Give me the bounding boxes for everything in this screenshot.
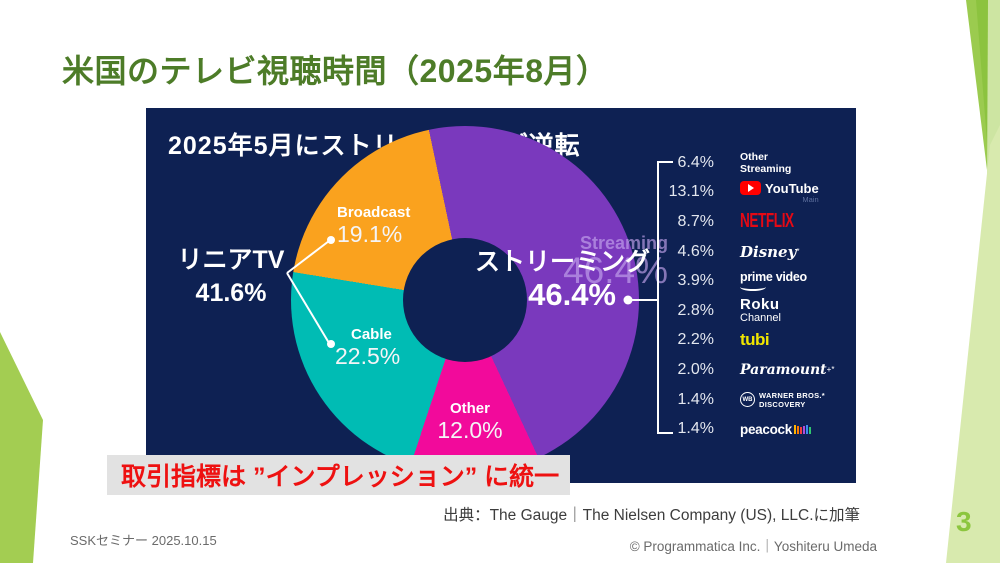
right-edge-sliver — [985, 0, 1000, 563]
streaming-en-pct: 46.4% — [563, 250, 668, 291]
linear-tv-pct: 41.6% — [195, 278, 267, 307]
roku-channel-logo: Roku Channel — [740, 297, 781, 324]
linear-tv-label: リニアTV 41.6% — [152, 244, 310, 309]
list-item: 1.4% WB WARNER BROS.* DISCOVERY — [652, 385, 834, 415]
other-streaming-line1: Other — [740, 150, 769, 163]
bottom-left-wedge — [0, 332, 43, 563]
streaming-breakdown-list: 6.4% Other Streaming 13.1% YouTube — [652, 148, 835, 444]
other-streaming-logo: Other Streaming — [740, 151, 791, 175]
disney-wordmark: Disney — [740, 242, 797, 261]
netflix-wordmark: NETFLIX — [740, 210, 794, 232]
chart-panel: 2025年5月にストリーミングが逆転 Broadcast 19.1% Cable… — [146, 108, 856, 483]
tubi-wordmark: tubi — [740, 330, 770, 350]
bottom-right-wedge — [946, 125, 1000, 563]
service-pct: 13.1% — [668, 183, 714, 201]
top-right-wedge — [966, 0, 1000, 170]
youtube-main-tag: Main — [802, 195, 819, 205]
wb-shield-icon: WB — [740, 392, 755, 408]
service-pct: 2.0% — [677, 360, 714, 378]
other-streaming-line2: Streaming — [740, 162, 792, 175]
service-pct: 4.6% — [677, 242, 714, 260]
wbd-line1: WARNER BROS.* — [759, 390, 825, 400]
broadcast-name: Broadcast — [337, 204, 411, 221]
prime-smile-icon — [740, 283, 766, 292]
callout-text: 取引指標は ”インプレッション” に統一 — [121, 463, 560, 491]
page-title: 米国のテレビ視聴時間（2025年8月） — [62, 53, 609, 89]
service-pct: 8.7% — [677, 212, 714, 230]
list-item: 3.9% prime video — [652, 266, 834, 296]
youtube-wordmark: YouTube — [765, 180, 819, 196]
peacock-wordmark: peacock — [740, 421, 792, 437]
footer-copyright: © Programmatica Inc.｜Yoshiteru Umeda — [629, 539, 877, 554]
service-pct: 3.9% — [677, 272, 714, 290]
list-item: 2.0% Paramount +* — [652, 355, 835, 385]
footer-seminar: SSKセミナー 2025.10.15 — [70, 533, 217, 548]
list-item: 2.2% tubi — [652, 326, 834, 356]
linear-tv-name: リニアTV — [177, 246, 285, 274]
peacock-feather-icon — [793, 424, 811, 434]
prime-video-logo: prime video — [740, 271, 807, 292]
youtube-play-icon — [740, 181, 761, 196]
streaming-ja-name: ストリーミング — [474, 248, 650, 276]
list-item: 2.8% Roku Channel — [652, 296, 834, 326]
streaming-label-ja: ストリーミング 46.4% — [450, 248, 650, 312]
streaming-en-name: Streaming — [579, 233, 668, 253]
other-name: Other — [449, 400, 490, 417]
callout-banner: 取引指標は ”インプレッション” に統一 — [107, 455, 570, 495]
disney-logo: Disney * — [740, 243, 799, 261]
paramount-logo: Paramount +* — [740, 362, 834, 378]
list-item: 1.4% peacock — [652, 414, 834, 444]
list-item: 8.7% NETFLIX — [652, 207, 834, 237]
service-pct: 1.4% — [677, 420, 714, 438]
roku-wordmark: Roku — [740, 296, 780, 314]
source-note: 出典：The Gauge｜The Nielsen Company (US), L… — [443, 507, 860, 524]
youtube-logo: YouTube Main — [740, 181, 819, 204]
paramount-footnote-mark: +* — [826, 365, 835, 375]
other-pct: 12.0% — [437, 417, 503, 444]
cable-label: Cable 22.5% — [335, 326, 400, 370]
service-pct: 1.4% — [677, 390, 714, 408]
streaming-ja-pct: 46.4% — [528, 276, 616, 312]
donut-hole — [403, 238, 527, 362]
prime-video-wordmark: prime video — [740, 269, 807, 284]
list-item: 13.1% YouTube Main — [652, 178, 834, 208]
service-pct: 2.2% — [677, 331, 714, 349]
list-item: 4.6% Disney * — [652, 237, 834, 267]
broadcast-label: Broadcast 19.1% — [337, 204, 410, 248]
broadcast-pct: 19.1% — [337, 221, 403, 248]
tubi-logo: tubi — [740, 330, 770, 350]
page-number: 3 — [956, 506, 972, 537]
service-pct: 2.8% — [677, 301, 714, 319]
warner-bros-discovery-logo: WB WARNER BROS.* DISCOVERY — [740, 391, 825, 409]
wbd-line2: DISCOVERY — [759, 399, 806, 409]
top-right-wedge-dark — [976, 0, 998, 155]
service-pct: 6.4% — [677, 153, 714, 171]
other-label: Other 12.0% — [410, 400, 530, 444]
streaming-label-en: Streaming 46.4% — [478, 234, 668, 289]
cable-pct: 22.5% — [335, 343, 401, 370]
paramount-wordmark: Paramount — [740, 361, 827, 378]
disney-footnote-mark: * — [796, 247, 800, 257]
peacock-logo: peacock — [740, 422, 811, 437]
netflix-logo: NETFLIX — [740, 210, 803, 232]
cable-name: Cable — [351, 326, 392, 343]
roku-channel-text: Channel — [740, 311, 781, 324]
list-item: 6.4% Other Streaming — [652, 148, 834, 178]
